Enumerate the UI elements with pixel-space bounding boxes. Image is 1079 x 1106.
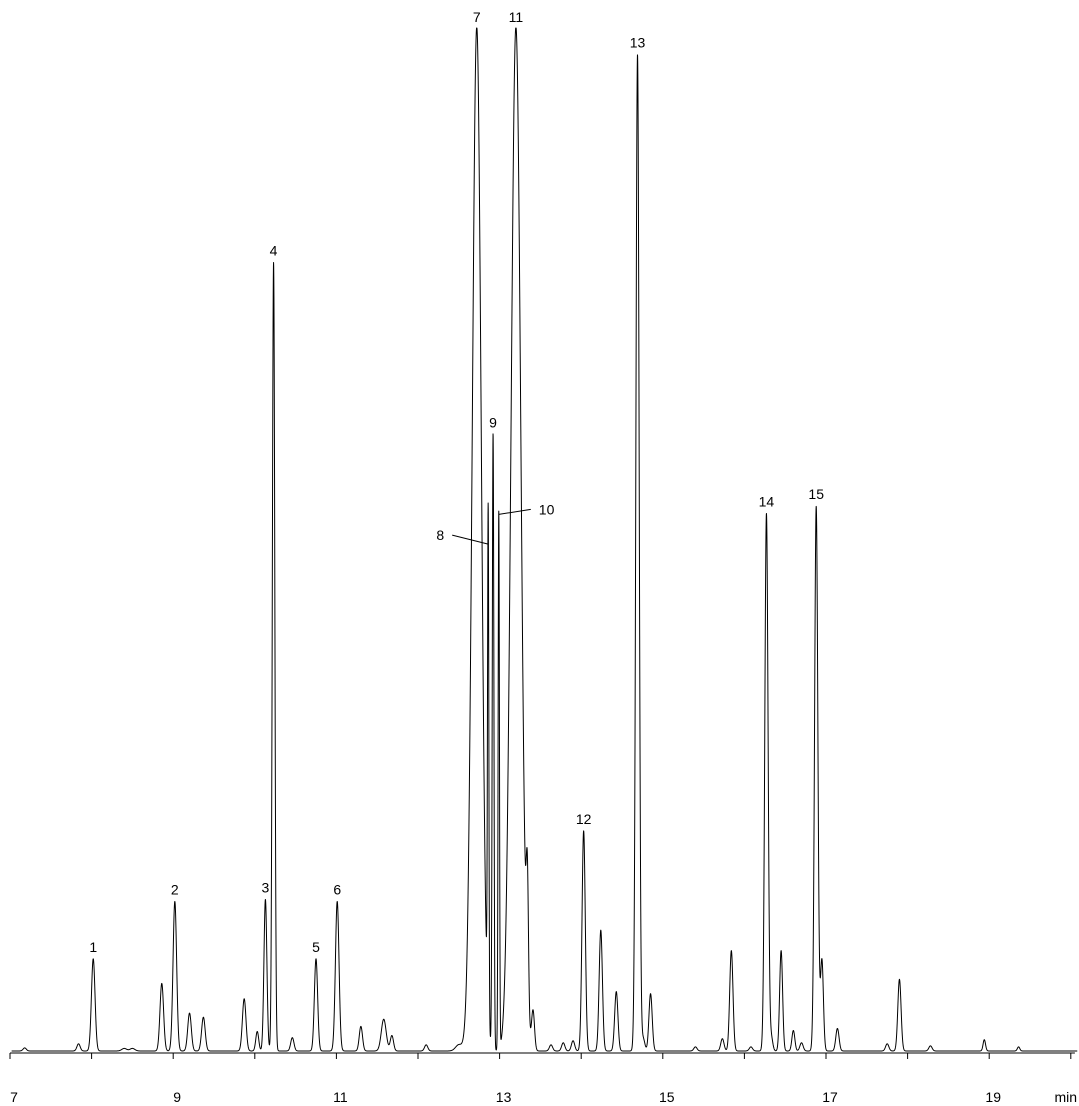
peak-label-15: 15 bbox=[808, 486, 824, 502]
peak-label-9: 9 bbox=[489, 415, 497, 431]
x-axis: 7 9 11 13 15 17 19 min bbox=[9, 1052, 1077, 1105]
peak-leader-8 bbox=[452, 534, 489, 545]
chart-marks bbox=[11, 27, 1078, 1052]
x-tick-label: 15 bbox=[659, 1089, 675, 1105]
peak-label-6: 6 bbox=[333, 881, 341, 897]
peak-label-10: 10 bbox=[539, 501, 555, 517]
peak-label-7: 7 bbox=[473, 9, 481, 25]
peak-label-11: 11 bbox=[509, 9, 524, 25]
peak-label-8: 8 bbox=[436, 527, 444, 543]
x-tick-label: 17 bbox=[822, 1089, 838, 1105]
x-tick-label: 11 bbox=[333, 1089, 348, 1105]
peak-label-2: 2 bbox=[171, 881, 179, 897]
x-tick-label: 19 bbox=[985, 1089, 1001, 1105]
x-tick-label: 9 bbox=[173, 1089, 181, 1105]
peak-label-12: 12 bbox=[576, 811, 592, 827]
peak-label-5: 5 bbox=[312, 939, 320, 955]
peak-leader-10 bbox=[498, 508, 531, 515]
chromatogram-trace bbox=[11, 27, 1078, 1052]
x-unit-label: min bbox=[1054, 1089, 1077, 1105]
peak-label-13: 13 bbox=[630, 35, 646, 51]
peak-label-4: 4 bbox=[270, 243, 278, 259]
peak-label-3: 3 bbox=[262, 879, 270, 895]
peak-label-1: 1 bbox=[89, 939, 97, 955]
x-tick-label: 13 bbox=[496, 1089, 512, 1105]
x-tick-label: 7 bbox=[10, 1089, 18, 1105]
peak-label-14: 14 bbox=[759, 493, 775, 509]
